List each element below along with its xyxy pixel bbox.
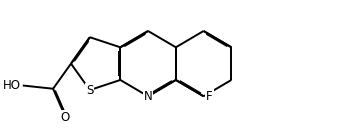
Text: O: O	[61, 111, 70, 124]
Text: S: S	[86, 84, 93, 97]
Text: N: N	[144, 90, 152, 103]
Text: F: F	[206, 90, 213, 103]
Text: HO: HO	[3, 79, 21, 92]
